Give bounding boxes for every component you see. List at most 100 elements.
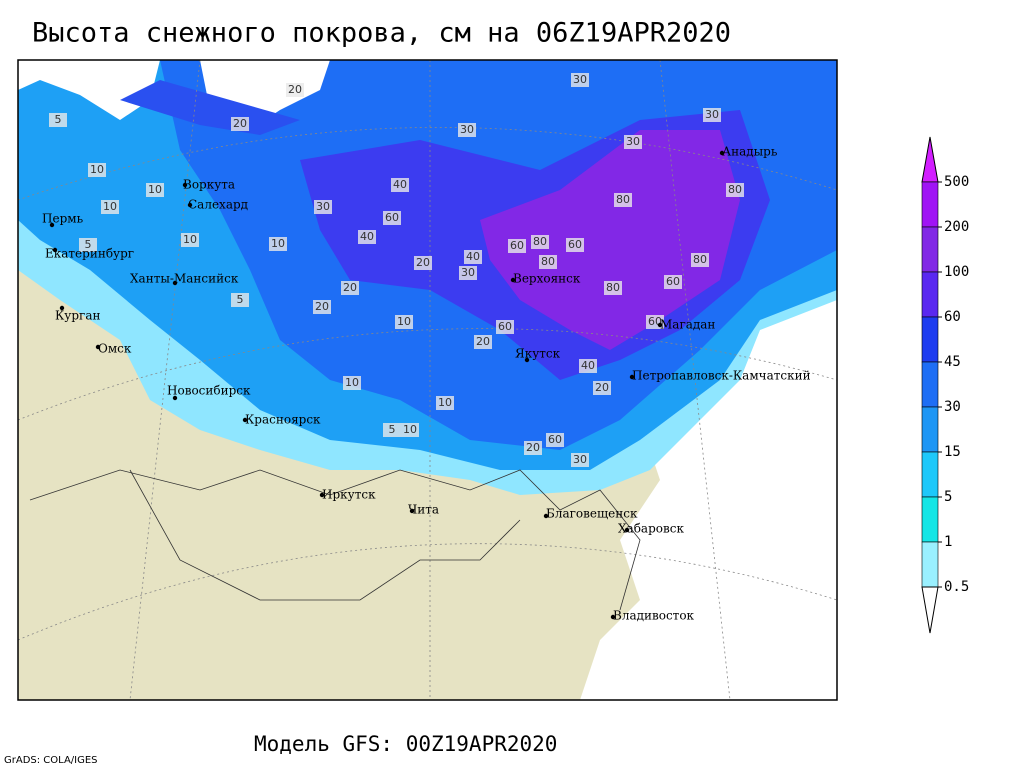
contour-label: 20 <box>416 256 430 269</box>
contour-label-box <box>343 376 361 390</box>
city-dot <box>657 322 663 328</box>
contour-label: 20 <box>343 281 357 294</box>
city-label: Верхоянск <box>513 272 581 286</box>
city-dot <box>409 508 415 514</box>
city-label: Иркутск <box>322 488 376 502</box>
city-dot <box>52 247 58 253</box>
contour-label: 5 <box>237 293 244 306</box>
contour-label: 60 <box>548 433 562 446</box>
contour-label: 40 <box>393 178 407 191</box>
city-label: Екатеринбург <box>45 247 134 261</box>
contour-label: 60 <box>568 238 582 251</box>
contour-label-box <box>579 359 597 373</box>
contour-label-box <box>341 281 359 295</box>
contour-label: 5 <box>85 238 92 251</box>
contour-label: 60 <box>510 239 524 252</box>
contour-label: 30 <box>626 135 640 148</box>
contour-label: 60 <box>385 211 399 224</box>
city-label: Благовещенск <box>546 507 638 521</box>
graticule <box>18 60 837 700</box>
contour-label-box <box>436 396 454 410</box>
novaya-zemlya <box>120 80 300 135</box>
map <box>18 60 837 700</box>
contour-label-box <box>231 117 249 131</box>
contour-label-box <box>524 441 542 455</box>
contour-label-box <box>79 238 97 252</box>
contour-label-box <box>391 178 409 192</box>
city-label: Магадан <box>660 318 715 332</box>
city-label: Красноярск <box>245 413 321 427</box>
contour-label-box <box>459 266 477 280</box>
city-dot <box>610 614 616 620</box>
contour-label-box <box>286 83 304 97</box>
contour-label-box <box>401 423 419 437</box>
city-label: Воркута <box>183 178 235 192</box>
colorbar-label: 200 <box>944 219 969 235</box>
contour-label: 10 <box>403 423 417 436</box>
contour-label: 30 <box>573 453 587 466</box>
contour-label: 80 <box>728 183 742 196</box>
colorbar-label: 1 <box>944 534 952 550</box>
city-label: Салехард <box>188 198 248 212</box>
contour-label-box <box>314 200 332 214</box>
contour-label-box <box>474 335 492 349</box>
city-dot <box>319 492 325 498</box>
city-dot <box>629 374 635 380</box>
credit: GrADS: COLA/IGES <box>4 755 98 766</box>
contour-label: 80 <box>533 235 547 248</box>
contour-label-box <box>383 423 401 437</box>
city-label: Чита <box>408 503 439 517</box>
colorbar-box <box>921 181 939 228</box>
contour-label-box <box>691 253 709 267</box>
borders <box>29 469 641 611</box>
colorbar-box <box>921 361 939 408</box>
contour-label: 10 <box>148 183 162 196</box>
colorbar-label: 5 <box>944 489 952 505</box>
contour-label-box <box>458 123 476 137</box>
contour-label-box <box>703 108 721 122</box>
city-label: Омск <box>98 342 132 356</box>
contour-label: 80 <box>693 253 707 266</box>
contour-label-box <box>313 300 331 314</box>
contour-label-box <box>571 453 589 467</box>
colorbar-box <box>921 451 939 498</box>
contour-label: 80 <box>606 281 620 294</box>
colorbar-cap <box>921 136 939 183</box>
contour-label: 20 <box>526 441 540 454</box>
contour-label-box <box>101 200 119 214</box>
colorbar-box <box>921 406 939 453</box>
contour-label-box <box>464 250 482 264</box>
contour-label-box <box>146 183 164 197</box>
contour-label: 30 <box>460 123 474 136</box>
city-dot <box>49 222 55 228</box>
contour-label: 10 <box>183 233 197 246</box>
contour-label: 40 <box>360 230 374 243</box>
city-dot <box>182 182 188 188</box>
contour-label: 60 <box>666 275 680 288</box>
title: Высота снежного покрова, см на 06Z19APR2… <box>32 18 731 49</box>
contour-label-box <box>604 281 622 295</box>
contour-label: 5 <box>389 423 396 436</box>
city-label: Ханты-Мансийск <box>130 272 239 286</box>
city-dot <box>172 280 178 286</box>
contour-label-box <box>664 275 682 289</box>
city-label: Новосибирск <box>167 384 251 398</box>
contour-label-box <box>726 183 744 197</box>
contour-label: 20 <box>233 117 247 130</box>
contour-label: 80 <box>616 193 630 206</box>
snow-100 <box>480 130 740 350</box>
colorbar-label: 500 <box>944 174 969 190</box>
colorbar-label: 100 <box>944 264 969 280</box>
colorbar-box <box>921 496 939 543</box>
contour-label: 10 <box>103 200 117 213</box>
contour-label: 20 <box>315 300 329 313</box>
contour-label-box <box>269 237 287 251</box>
map-frame <box>17 59 838 701</box>
contour-label-box <box>88 163 106 177</box>
contour-label: 40 <box>466 250 480 263</box>
contour-label-box <box>508 239 526 253</box>
city-dot <box>543 513 549 519</box>
contour-label: 10 <box>397 315 411 328</box>
contour-label: 40 <box>581 359 595 372</box>
